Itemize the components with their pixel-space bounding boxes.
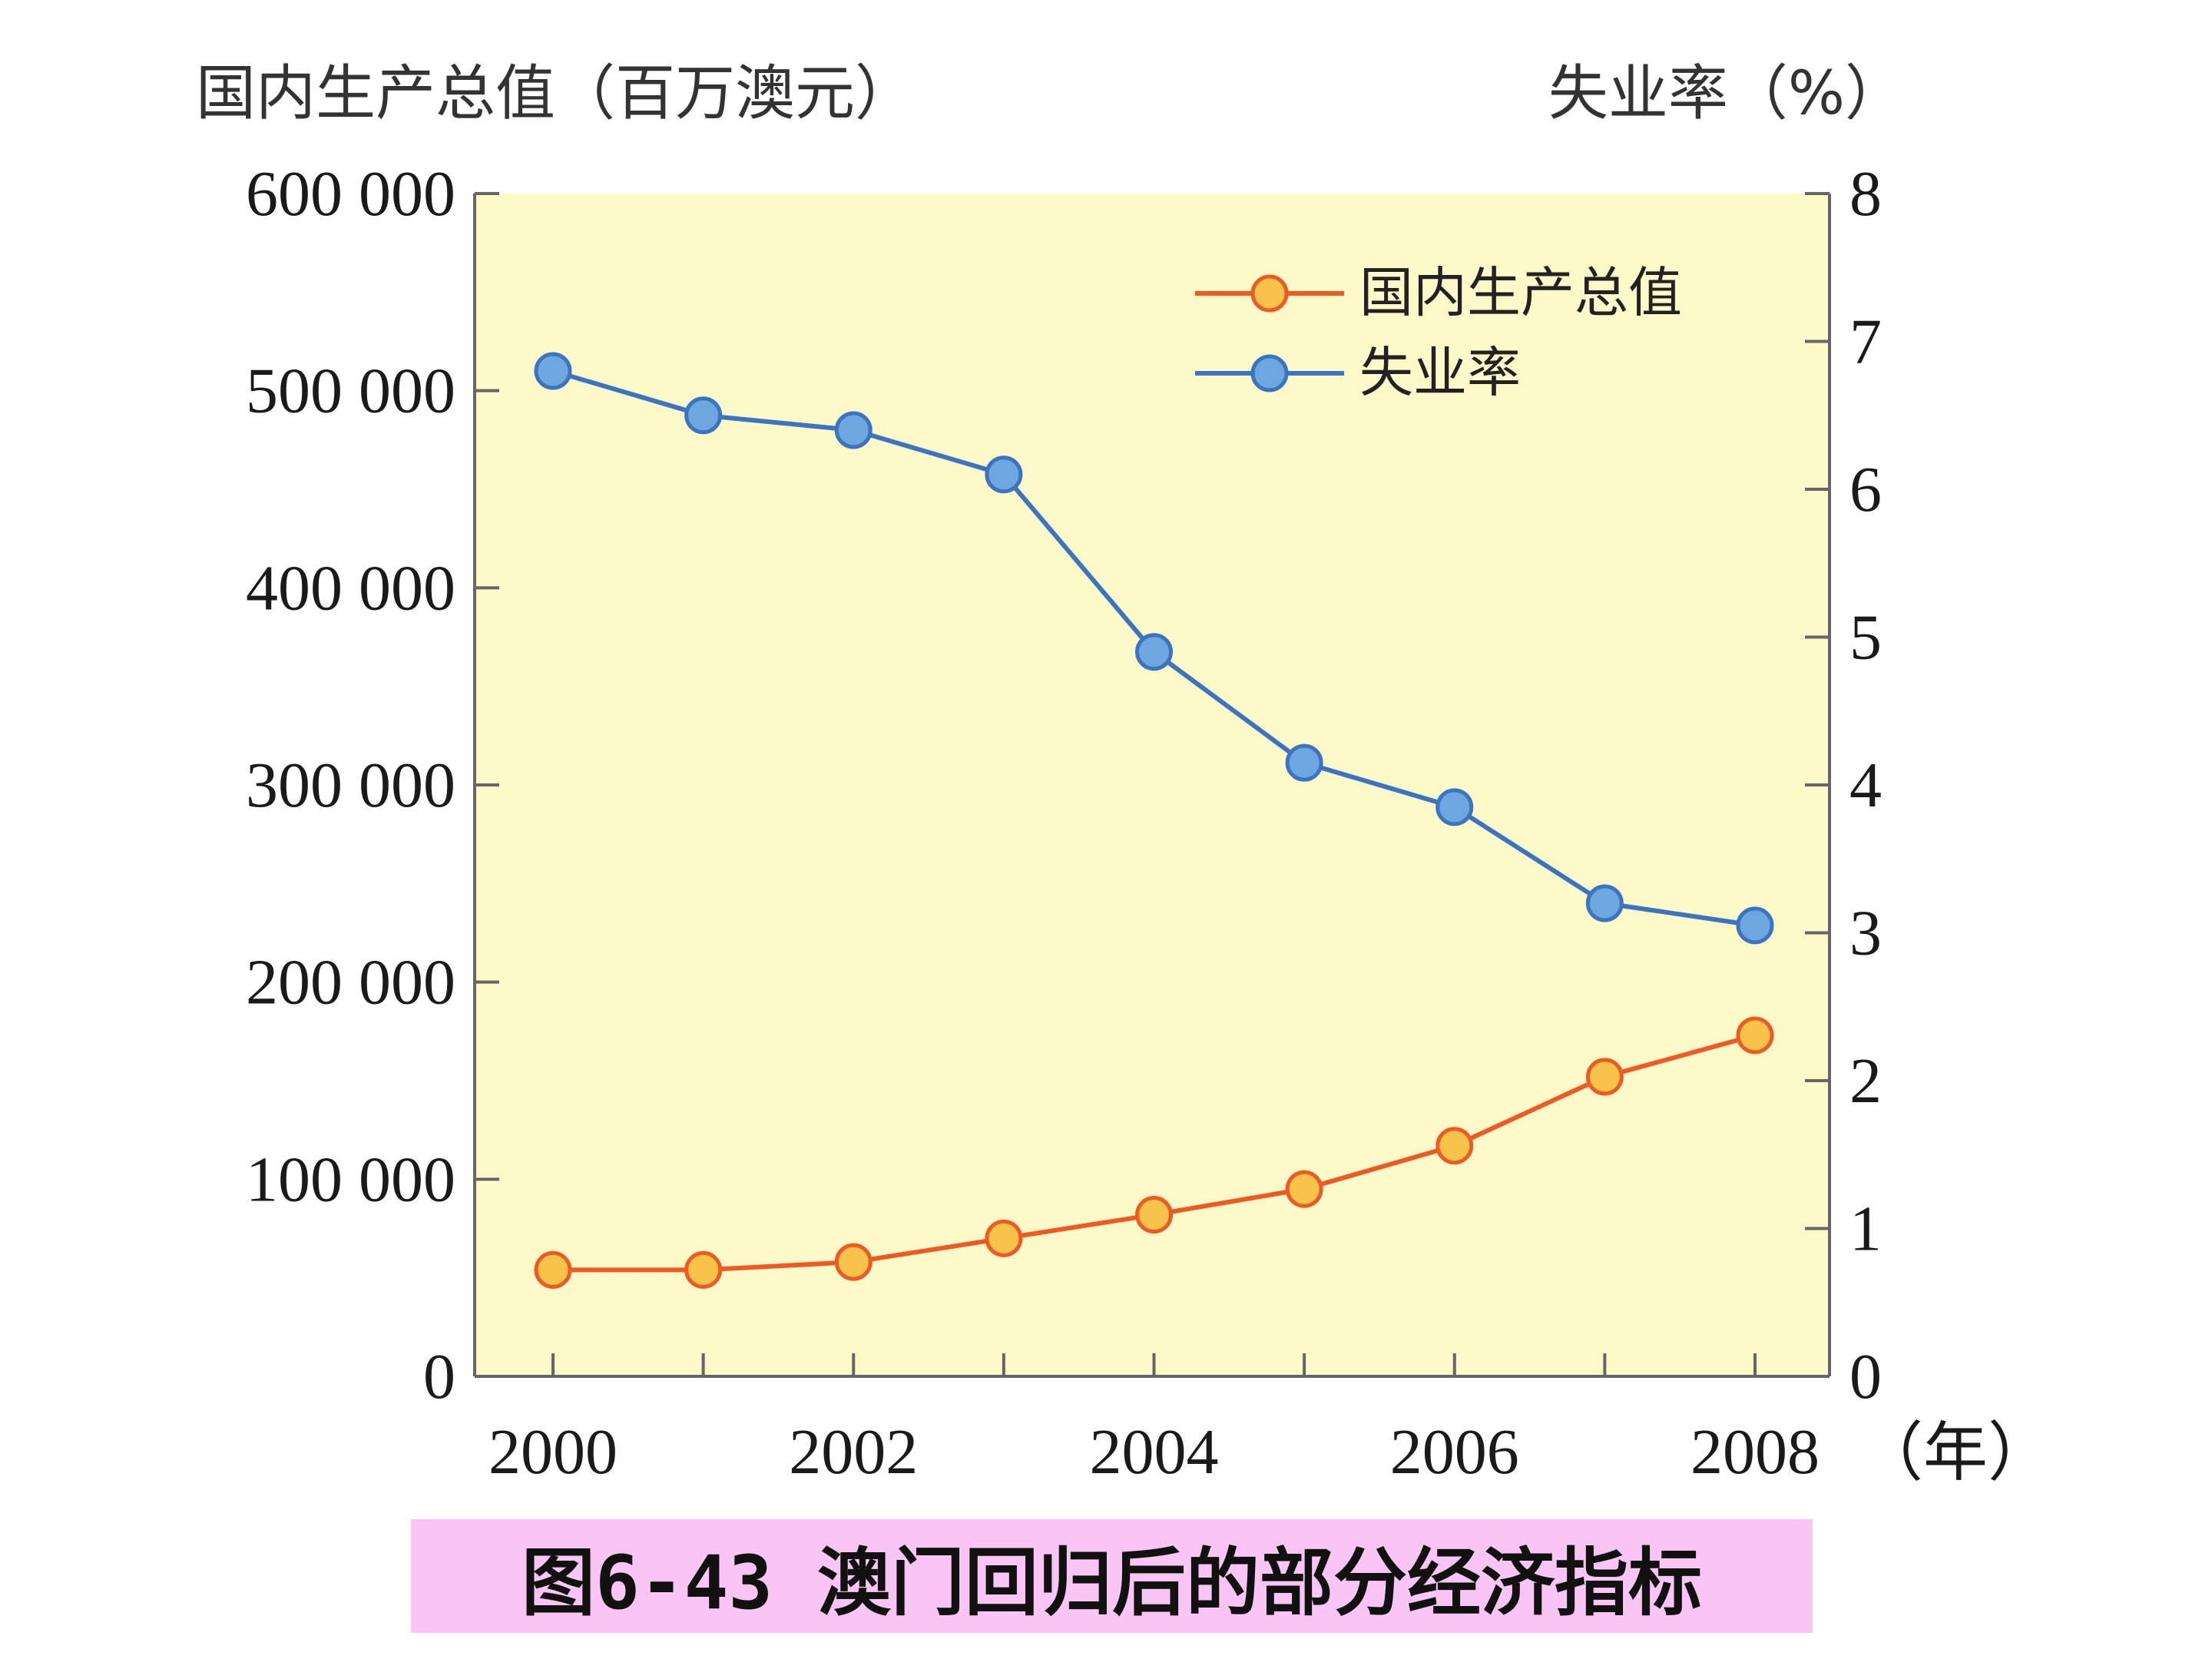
data-point-unemployment — [1435, 788, 1474, 826]
x-axis-tick-label: 2006 — [1390, 1416, 1519, 1488]
axes: 0 100 000 200 000 300 000 400 000 500 000 600 … — [246, 158, 1882, 1488]
series-layer — [534, 352, 1774, 1289]
figure-caption: 图6-43 澳门回归后的部分经济指标 — [411, 1519, 1813, 1633]
data-point-gdp — [534, 1250, 572, 1289]
data-point-gdp — [684, 1250, 723, 1289]
left-axis-tick-label: 200 000 — [246, 947, 455, 1018]
data-point-gdp — [985, 1219, 1023, 1257]
right-axis-tick-label: 6 — [1849, 454, 1882, 525]
right-axis-tick-label: 1 — [1849, 1194, 1882, 1265]
data-point-gdp — [1736, 1016, 1774, 1055]
legend: 国内生产总值 失业率 — [1195, 261, 1682, 404]
data-point-gdp — [1585, 1058, 1624, 1096]
left-axis-tick-label: 600 000 — [246, 158, 455, 230]
x-axis-tick-label: 2000 — [488, 1416, 618, 1488]
data-point-unemployment — [534, 352, 572, 390]
data-point-gdp — [1135, 1196, 1173, 1234]
right-axis-tick-label: 8 — [1849, 158, 1882, 230]
right-axis-title: 失业率（%） — [1548, 59, 1905, 128]
left-axis-title: 国内生产总值（百万澳元） — [196, 59, 915, 128]
data-point-unemployment — [1585, 884, 1624, 922]
data-point-unemployment — [834, 411, 873, 449]
x-axis-tick-label: 2008 — [1690, 1416, 1820, 1488]
right-axis-tick-label: 7 — [1849, 306, 1882, 378]
right-axis-tick-label: 4 — [1849, 750, 1882, 821]
left-axis-tick-label: 400 000 — [246, 552, 455, 624]
data-point-gdp — [834, 1243, 873, 1281]
data-point-unemployment — [1736, 906, 1774, 945]
x-axis-tick-label: 2002 — [789, 1416, 918, 1488]
left-axis-tick-label: 500 000 — [246, 356, 455, 427]
left-axis-tick-label: 300 000 — [246, 750, 455, 821]
data-point-unemployment — [985, 455, 1023, 494]
left-axis-tick-label: 0 — [423, 1341, 455, 1412]
legend-unemployment-marker — [1250, 354, 1289, 392]
data-point-unemployment — [1285, 743, 1323, 782]
data-point-unemployment — [684, 396, 723, 435]
data-point-unemployment — [1135, 633, 1173, 671]
right-axis-tick-label: 5 — [1849, 602, 1882, 674]
legend-gdp-label: 国内生产总值 — [1359, 261, 1682, 324]
right-axis-tick-label: 3 — [1849, 898, 1882, 969]
plot-area — [475, 194, 1830, 1376]
data-point-gdp — [1435, 1127, 1474, 1165]
left-axis-tick-label: 100 000 — [246, 1144, 455, 1215]
x-axis-unit-label: （年） — [1859, 1418, 2052, 1489]
right-axis-tick-label: 2 — [1849, 1045, 1882, 1117]
legend-unemployment-label: 失业率 — [1359, 341, 1521, 404]
right-axis-tick-label: 0 — [1849, 1341, 1882, 1412]
x-axis-tick-label: 2004 — [1090, 1416, 1219, 1488]
data-point-gdp — [1285, 1170, 1323, 1208]
legend-gdp-marker — [1250, 274, 1289, 313]
